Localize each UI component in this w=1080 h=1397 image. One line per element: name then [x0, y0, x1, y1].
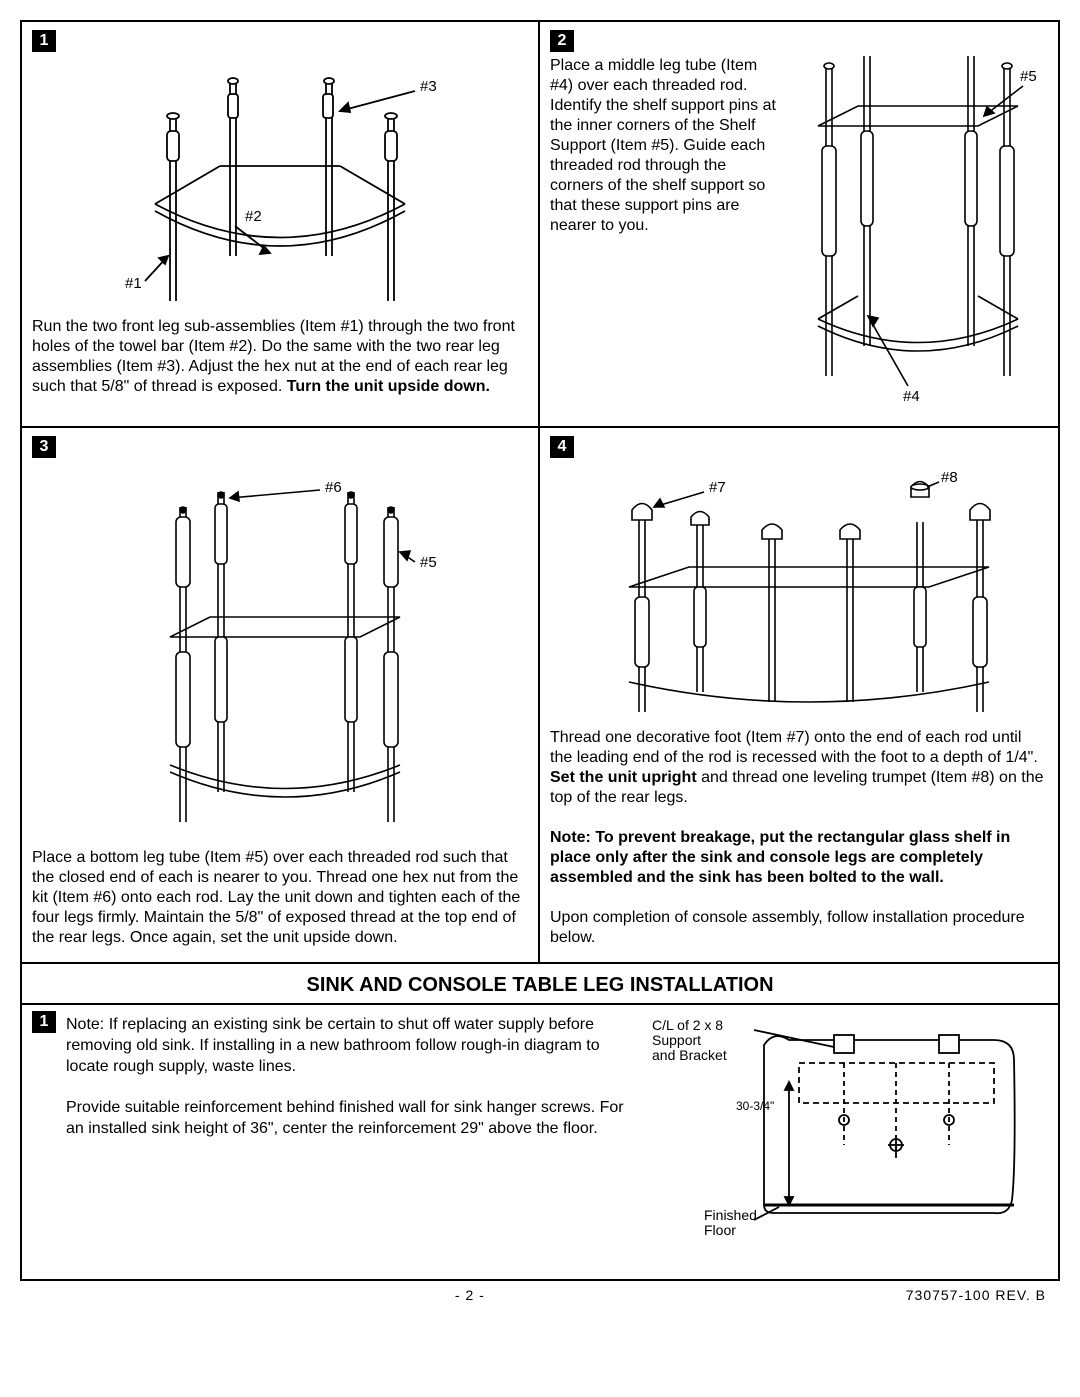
install-section: 1 Note: If replacing an existing sink be…: [22, 1005, 1058, 1279]
install-diagram: C/L of 2 x 8 Support and Bracket 30-3/4"…: [644, 1015, 1044, 1255]
install-step-badge: 1: [32, 1011, 56, 1033]
step-2-label-5: #5: [1020, 68, 1037, 85]
step-4-label-8: #8: [941, 469, 958, 486]
step-4-cell: 4: [540, 428, 1058, 964]
step-3-badge: 3: [32, 436, 56, 458]
step-3-label-5: #5: [420, 554, 437, 571]
step-1-badge: 1: [32, 30, 56, 52]
install-label-dim: 30-3/4": [736, 1099, 774, 1113]
page-number: - 2 -: [34, 1287, 906, 1303]
step-2-cell: 2 Place a middle leg tube (Item #4) over…: [540, 22, 1058, 428]
step-1-bold: Turn the unit upside down.: [287, 378, 490, 395]
step-1-label-1: #1: [125, 275, 142, 292]
section-title: SINK AND CONSOLE TABLE LEG INSTALLATION: [22, 964, 1058, 1005]
step-3-cell: 3: [22, 428, 540, 964]
step-2-text: Place a middle leg tube (Item #4) over e…: [550, 56, 780, 412]
install-text: Note: If replacing an existing sink be c…: [36, 1015, 624, 1255]
step-1-cell: 1: [22, 22, 540, 428]
step-2-label-4: #4: [903, 388, 920, 405]
step-1-label-3: #3: [420, 78, 437, 95]
step-4-note: Note: To prevent breakage, put the recta…: [550, 828, 1048, 888]
install-label-cl3: and Bracket: [652, 1047, 727, 1063]
instruction-page: 1: [20, 20, 1060, 1281]
step-1-diagram: #1 #2 #3: [70, 56, 490, 311]
step-3-text: Place a bottom leg tube (Item #5) over e…: [32, 848, 528, 948]
install-label-cl2: Support: [652, 1032, 701, 1048]
install-label-ff1: Finished: [704, 1207, 757, 1223]
step-1-text: Run the two front leg sub-assemblies (It…: [32, 317, 528, 397]
step-3-diagram: #6 #5: [100, 462, 460, 842]
step-4-badge: 4: [550, 436, 574, 458]
step-2-diagram: #5 #4: [788, 56, 1048, 406]
page-footer: - 2 - 730757-100 REV. B: [20, 1281, 1060, 1309]
install-label-cl1: C/L of 2 x 8: [652, 1017, 723, 1033]
step-1-label-2: #2: [245, 208, 262, 225]
install-label-ff2: Floor: [704, 1222, 736, 1238]
steps-grid: 1: [22, 22, 1058, 964]
step-3-label-6: #6: [325, 479, 342, 496]
revision-label: 730757-100 REV. B: [906, 1287, 1046, 1303]
step-4-diagram: #7 #8: [569, 462, 1029, 722]
step-2-badge: 2: [550, 30, 574, 52]
step-4-text-1: Thread one decorative foot (Item #7) ont…: [550, 728, 1048, 808]
step-4-label-7: #7: [709, 479, 726, 496]
step-4-text-2: Upon completion of console assembly, fol…: [550, 908, 1048, 948]
